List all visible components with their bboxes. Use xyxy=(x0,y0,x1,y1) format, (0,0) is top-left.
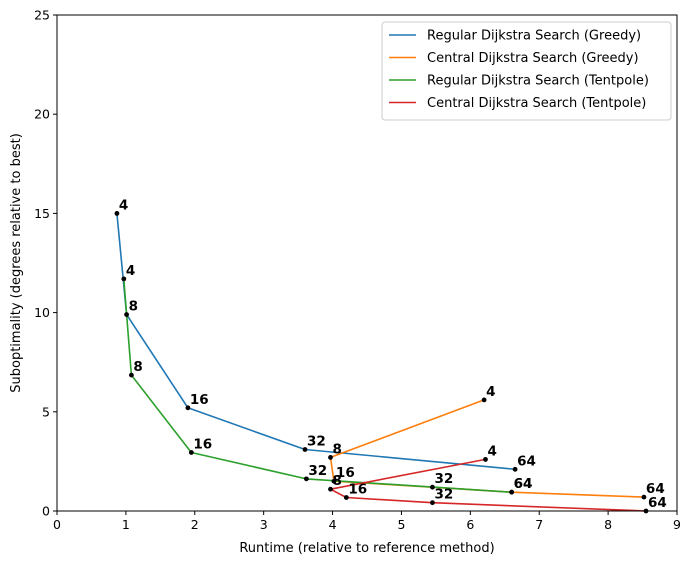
data-point xyxy=(430,500,435,506)
data-point xyxy=(185,405,191,411)
data-point xyxy=(302,447,308,452)
x-tick-label: 9 xyxy=(673,517,681,532)
x-tick-label: 6 xyxy=(466,517,474,532)
data-point xyxy=(343,495,349,500)
x-tick-label: 4 xyxy=(329,517,337,532)
data-point xyxy=(124,312,129,317)
ticks-layer: 0 1 2 3 4 5 6 7 8 9 0 5 10 15 20 25 xyxy=(34,8,681,533)
data-label: 8 xyxy=(133,359,142,375)
y-tick-label: 5 xyxy=(42,404,50,419)
data-point xyxy=(509,489,515,495)
legend-box xyxy=(381,21,672,121)
data-label: 16 xyxy=(336,465,355,481)
x-tick-label: 2 xyxy=(191,517,199,532)
data-label: 8 xyxy=(129,299,138,315)
x-axis-label: Runtime (relative to reference method) xyxy=(239,541,494,556)
data-label: 64 xyxy=(646,481,665,497)
data-label: 4 xyxy=(486,384,495,400)
legend-label: Central Dijkstra Search (Tentpole) xyxy=(427,96,646,111)
data-label: 32 xyxy=(307,433,326,449)
y-axis-label: Suboptimality (degrees relative to best) xyxy=(9,133,24,393)
x-tick-label: 5 xyxy=(397,517,405,532)
data-point xyxy=(512,466,518,472)
plot-frame xyxy=(56,14,678,512)
data-label: 16 xyxy=(193,436,212,452)
data-label: 64 xyxy=(517,453,536,469)
data-label: 64 xyxy=(514,476,533,492)
data-point xyxy=(331,478,337,484)
legend-label: Regular Dijkstra Search (Greedy) xyxy=(427,29,641,44)
data-label: 16 xyxy=(190,392,209,408)
legend-label: Central Dijkstra Search (Greedy) xyxy=(427,51,639,66)
data-point xyxy=(114,211,120,216)
data-label: 4 xyxy=(126,263,135,279)
data-label: 4 xyxy=(119,197,128,213)
data-label: 16 xyxy=(348,482,367,498)
y-tick-label: 20 xyxy=(34,107,50,122)
data-point xyxy=(328,486,333,492)
x-tick-label: 3 xyxy=(260,517,268,532)
y-tick-label: 25 xyxy=(34,8,50,23)
data-label: 32 xyxy=(308,463,327,479)
data-label: 32 xyxy=(434,487,453,503)
data-label: 4 xyxy=(487,443,496,459)
data-label: 64 xyxy=(514,476,533,492)
data-point xyxy=(121,276,127,282)
data-point xyxy=(430,484,435,490)
y-tick-label: 10 xyxy=(34,305,50,320)
data-label: 64 xyxy=(648,495,667,511)
data-point xyxy=(641,494,647,500)
data-point xyxy=(481,397,487,403)
legend: Regular Dijkstra Search (Greedy) Central … xyxy=(381,21,672,121)
data-label: 8 xyxy=(332,473,341,489)
x-tick-label: 1 xyxy=(122,517,130,532)
marker-layer xyxy=(114,211,649,514)
y-tick-label: 0 xyxy=(42,504,50,519)
x-tick-label: 7 xyxy=(535,517,543,532)
x-tick-label: 0 xyxy=(53,517,61,532)
data-point xyxy=(303,476,309,482)
data-point xyxy=(483,457,488,462)
data-point xyxy=(129,372,134,378)
y-tick-label: 15 xyxy=(34,206,50,221)
legend-label: Regular Dijkstra Search (Tentpole) xyxy=(427,74,649,89)
data-point xyxy=(188,450,194,455)
x-tick-label: 8 xyxy=(604,517,612,532)
data-label: 32 xyxy=(434,471,453,487)
data-point xyxy=(328,455,333,460)
data-label: 8 xyxy=(332,441,341,457)
